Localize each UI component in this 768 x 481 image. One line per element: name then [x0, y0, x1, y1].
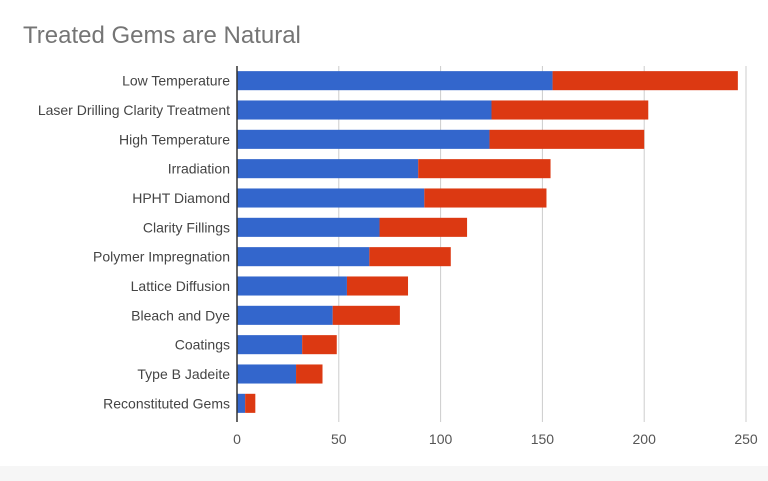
bar-2-laser-drilling-clarity-treatment	[491, 100, 649, 120]
bar-1-hpht-diamond	[237, 188, 425, 208]
category-label: Clarity Fillings	[143, 219, 230, 235]
bar-2-polymer-impregnation	[369, 247, 451, 267]
bar-1-clarity-fillings	[237, 217, 380, 237]
bar-2-reconstituted-gems	[245, 393, 256, 413]
bar-1-laser-drilling-clarity-treatment	[237, 100, 492, 120]
bar-1-coatings	[237, 335, 303, 355]
bar-1-high-temperature	[237, 129, 490, 149]
chart-title: Treated Gems are Natural	[23, 22, 301, 49]
x-tick-label: 100	[429, 431, 453, 447]
bar-1-irradiation	[237, 159, 419, 179]
category-label: Irradiation	[168, 161, 230, 177]
x-tick-label: 0	[233, 431, 241, 447]
chart-card: Treated Gems are Natural 0 50 100 150 200 250…	[23, 22, 758, 447]
category-label: Bleach and Dye	[131, 307, 230, 323]
category-label: Type B Jadeite	[137, 366, 230, 382]
bar-2-coatings	[302, 335, 337, 355]
bar-1-bleach-and-dye	[237, 305, 333, 325]
bar-1-lattice-diffusion	[237, 276, 347, 296]
x-tick-label: 250	[734, 431, 758, 447]
chart-plot: 0 50 100 150 200 250 Low Temperature Laser Dril…	[38, 66, 758, 447]
bar-1-type-b-jadeite	[237, 364, 297, 384]
x-tick-label: 50	[331, 431, 347, 447]
category-label: Laser Drilling Clarity Treatment	[38, 102, 230, 118]
bar-2-type-b-jadeite	[296, 364, 323, 384]
bar-1-low-temperature	[237, 71, 553, 91]
bar-2-clarity-fillings	[379, 217, 468, 237]
bar-2-irradiation	[418, 159, 551, 179]
x-tick-label: 200	[633, 431, 657, 447]
category-label: Reconstituted Gems	[103, 395, 230, 411]
bar-2-hpht-diamond	[424, 188, 547, 208]
bar-2-bleach-and-dye	[332, 305, 400, 325]
bar-2-high-temperature	[489, 129, 645, 149]
bar-2-lattice-diffusion	[346, 276, 409, 296]
bar-1-reconstituted-gems	[237, 393, 246, 413]
category-label: Coatings	[175, 337, 230, 353]
category-label: Low Temperature	[122, 73, 230, 89]
category-label: Polymer Impregnation	[93, 249, 230, 265]
bar-1-polymer-impregnation	[237, 247, 370, 267]
x-tick-label: 150	[531, 431, 555, 447]
category-label: Lattice Diffusion	[131, 278, 230, 294]
bar-2-low-temperature	[552, 71, 738, 91]
category-label: HPHT Diamond	[132, 190, 230, 206]
category-label: High Temperature	[119, 131, 230, 147]
